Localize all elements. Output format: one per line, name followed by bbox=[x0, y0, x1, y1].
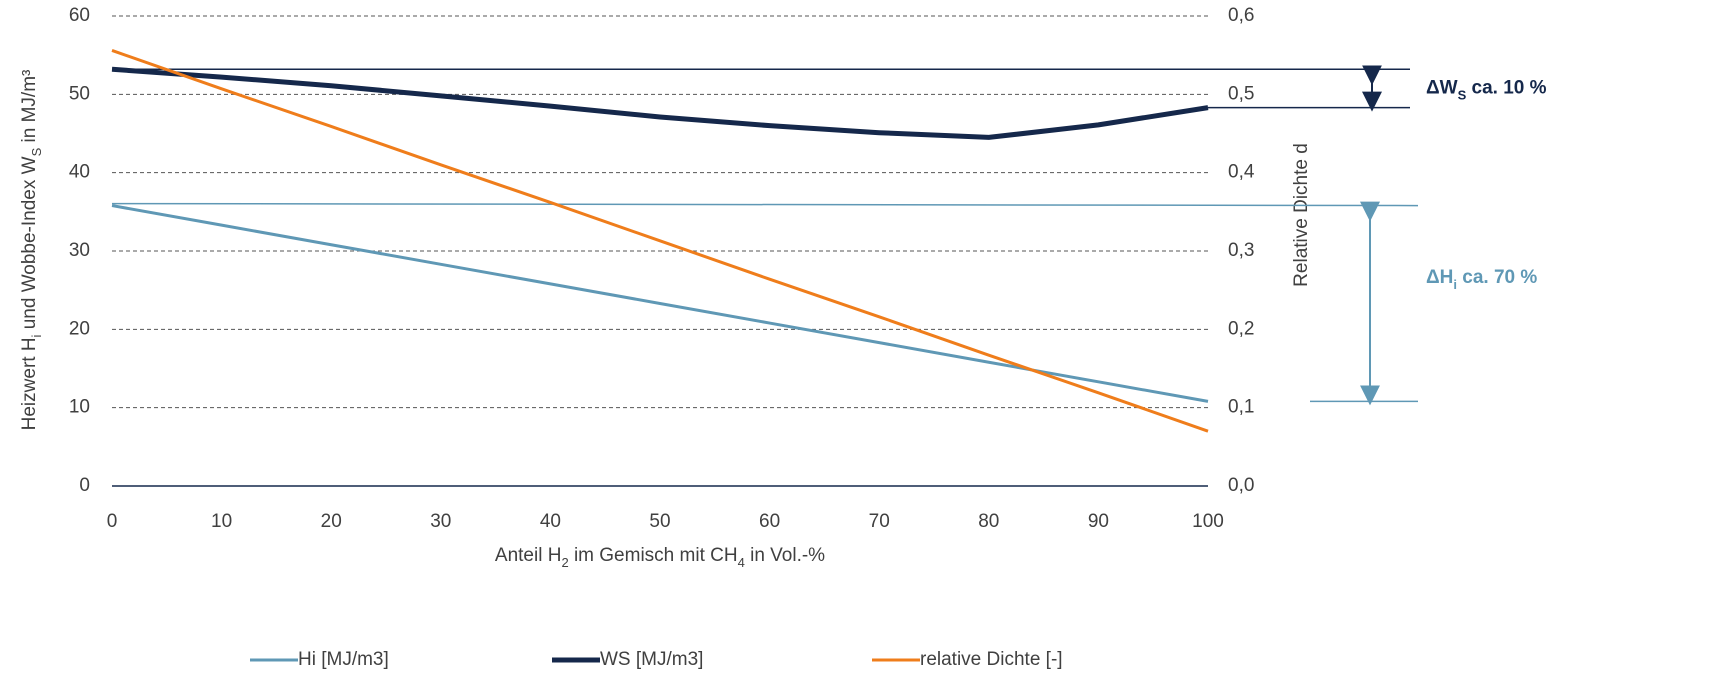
y-tick-label: 20 bbox=[69, 318, 90, 339]
legend-label: Hi [MJ/m3] bbox=[298, 649, 389, 670]
annotation-part: ΔH bbox=[1426, 267, 1453, 288]
annotation-part: S bbox=[1458, 87, 1467, 102]
y2-tick-label: 0,6 bbox=[1228, 5, 1254, 26]
annotation-part: ca. 70 % bbox=[1457, 267, 1537, 288]
series-line bbox=[111, 204, 1209, 403]
x-tick-label: 80 bbox=[978, 511, 999, 532]
y2-tick-label: 0,4 bbox=[1228, 162, 1255, 183]
annotation: ΔHi ca. 70 % bbox=[1426, 267, 1537, 292]
y-tick-label: 60 bbox=[69, 5, 90, 26]
x-axis-label-part: Anteil H bbox=[495, 545, 562, 566]
x-tick-label: 10 bbox=[211, 511, 232, 532]
annotation: ΔWS ca. 10 % bbox=[1426, 77, 1547, 102]
y-tick-label: 40 bbox=[69, 162, 90, 183]
x-tick-label: 20 bbox=[321, 511, 342, 532]
series-line bbox=[111, 66, 1209, 140]
y-axis-label-part: und Wobbe-Index W bbox=[19, 156, 40, 334]
annotation-part: ΔW bbox=[1426, 77, 1458, 98]
x-axis-label-part: 4 bbox=[738, 555, 745, 570]
y-tick-label: 30 bbox=[69, 240, 90, 261]
series-line bbox=[111, 49, 1209, 433]
legend-label: relative Dichte [-] bbox=[920, 649, 1063, 670]
y2-tick-label: 0,3 bbox=[1228, 240, 1254, 261]
y-tick-label: 10 bbox=[69, 397, 90, 418]
legend-label: WS [MJ/m3] bbox=[600, 649, 703, 670]
reference-line bbox=[111, 202, 1419, 207]
x-axis-label-part: im Gemisch mit CH bbox=[569, 545, 738, 566]
x-axis-label-part: 2 bbox=[561, 555, 568, 570]
x-tick-label: 50 bbox=[649, 511, 670, 532]
y2-tick-label: 0,1 bbox=[1228, 397, 1254, 418]
x-axis-label: Anteil H2 im Gemisch mit CH4 in Vol.-% bbox=[495, 545, 825, 570]
x-tick-label: 0 bbox=[107, 511, 118, 532]
y2-axis-label: Relative Dichte d bbox=[1291, 143, 1312, 287]
y2-tick-label: 0,2 bbox=[1228, 318, 1254, 339]
y-axis-label-part: i bbox=[29, 334, 44, 337]
x-tick-label: 70 bbox=[869, 511, 890, 532]
x-tick-label: 100 bbox=[1192, 511, 1224, 532]
x-axis-label-part: in Vol.-% bbox=[745, 545, 825, 566]
y-tick-label: 50 bbox=[69, 83, 90, 104]
y2-tick-label: 0,5 bbox=[1228, 83, 1254, 104]
y-axis-label-part: in MJ/m³ bbox=[19, 70, 40, 148]
annotation-part: i bbox=[1453, 277, 1457, 292]
x-tick-label: 30 bbox=[430, 511, 451, 532]
y-axis-label-part: Heizwert H bbox=[19, 337, 40, 430]
y-tick-label: 0 bbox=[79, 475, 90, 496]
x-tick-label: 60 bbox=[759, 511, 780, 532]
y-axis-label-part: S bbox=[29, 147, 44, 156]
x-tick-label: 90 bbox=[1088, 511, 1109, 532]
x-tick-label: 40 bbox=[540, 511, 561, 532]
y-axis-label: Heizwert Hi und Wobbe-Index WS in MJ/m³ bbox=[19, 70, 44, 431]
annotation-part: ca. 10 % bbox=[1466, 77, 1546, 98]
y2-tick-label: 0,0 bbox=[1228, 475, 1254, 496]
